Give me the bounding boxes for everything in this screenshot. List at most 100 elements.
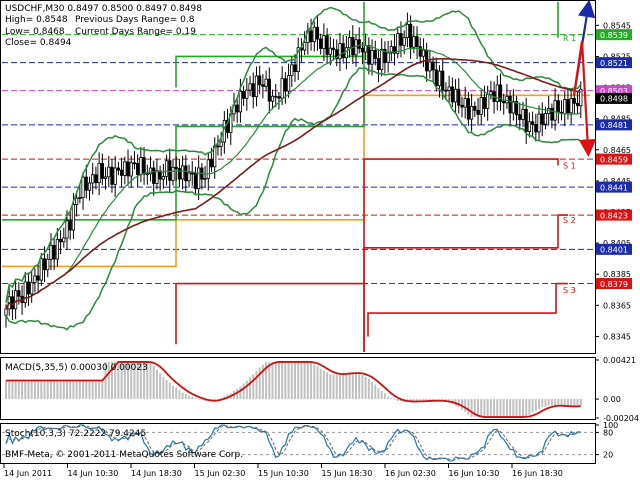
price-tick-label: 0.8345 [603,332,631,341]
macd-histogram-bar [258,367,261,400]
macd-histogram-bar [557,399,560,406]
candle-body [421,49,426,57]
candle-body [418,46,422,57]
macd-histogram-bar [268,361,271,400]
macd-histogram-bar [239,386,242,400]
macd-histogram-bar [213,399,216,401]
macd-histogram-bar [188,395,191,400]
macd-histogram-bar [149,362,152,400]
macd-histogram-bar [425,399,428,401]
macd-histogram-bar [123,361,126,400]
macd-histogram-bar [53,380,56,400]
previous-days-range: Previous Days Range= 0.8 [75,15,195,25]
macd-histogram-bar [59,380,62,400]
macd-histogram-bar [30,380,33,400]
macd-histogram-bar [127,361,130,400]
price-label-bg [596,209,632,221]
candle-body [171,166,175,181]
candle-body [531,121,535,125]
candle-body [312,26,316,43]
forecast-red-segment [572,40,584,96]
price-label-text: 0.8459 [600,155,628,164]
candle-body [132,162,137,165]
macd-histogram-bar [531,399,534,413]
price-label-bg [596,278,632,290]
copyright-text: BMF-Meta, © 2001-2011 MetaQuotes Softwar… [5,450,243,460]
macd-histogram-bar [252,374,255,400]
price-label: 0.8521 [596,57,632,69]
macd-histogram-bar [579,399,582,406]
candle-body [55,239,59,260]
macd-histogram-bar [342,373,345,400]
price-tick-label: 0.8405 [603,239,631,248]
price-axis: 0.85450.85250.85050.84850.84650.84450.84… [595,21,632,341]
candle-body [543,113,548,125]
macd-histogram-bar [184,393,187,400]
candle-body [572,98,576,104]
macd-histogram-bar [364,376,367,400]
stoch-tick-label: 100 [603,421,618,430]
candle-body [26,281,31,295]
candle-body [367,45,371,65]
candle-body [328,47,332,55]
candle-body [482,97,487,109]
candle-body [556,100,560,113]
candle-body [511,101,515,114]
macd-histogram-bar [505,399,508,418]
support-3-current-line [367,282,568,337]
stoch-tick-label: 20 [603,451,613,460]
candle-body [139,157,143,175]
candle-body [505,95,509,104]
macd-histogram-bar [216,398,219,400]
candle-body [335,49,339,60]
macd-histogram-bar [236,388,239,400]
macd-histogram-bar [75,380,78,400]
price-tick-label: 0.8485 [603,115,631,124]
candle-body [107,166,111,178]
candle-body [286,75,291,92]
macd-histogram-bar [220,397,223,400]
macd-histogram-bar [66,380,69,400]
macd-histogram-bar [509,399,512,418]
macd-histogram-bar [428,399,431,401]
forecast-down-arrow[interactable] [578,40,597,158]
macd-histogram-bar [338,374,341,400]
candle-body [91,174,95,184]
candle-body [49,245,53,260]
macd-plot[interactable]: 0.00421 0.00 -0.00204 [5,356,639,423]
candle-body [129,162,133,177]
macd-histogram-bar [130,361,133,400]
macd-histogram-bar [37,380,40,400]
macd-histogram-bar [297,361,300,400]
macd-histogram-bar [56,380,59,400]
price-label: 0.8401 [596,243,632,255]
price-label: 0.8498 [596,92,632,104]
candle-body [242,90,246,99]
price-label-bg [596,57,632,69]
candle-body [489,91,493,95]
macd-histogram-bar [159,373,162,400]
candle-body [123,161,127,176]
candle-body [65,220,69,239]
macd-histogram-bar [416,399,419,402]
candle-body [62,237,66,243]
macd-histogram-bar [412,399,415,402]
time-axis: 14 Jun 2011 14 Jun 10:30 14 Jun 18:30 15 Ju… [3,464,563,478]
price-label-bg [596,119,632,131]
price-plot[interactable]: R 1 S 1 S 2 S 3 [2,0,597,352]
candle-body [290,64,294,76]
macd-histogram-bar [168,382,171,400]
macd-histogram-bar [576,399,579,407]
macd-histogram-bar [387,396,390,400]
macd-histogram-bar [467,399,470,415]
macd-histogram-bar [191,396,194,400]
time-tick-label: 16 Jun 02:30 [385,469,436,478]
bollinger-middle-band [5,44,582,310]
macd-histogram-bar [541,399,544,408]
candle-body [563,99,567,114]
candle-body [94,174,98,184]
candle-body [373,50,377,60]
price-label-text: 0.8481 [600,121,628,130]
